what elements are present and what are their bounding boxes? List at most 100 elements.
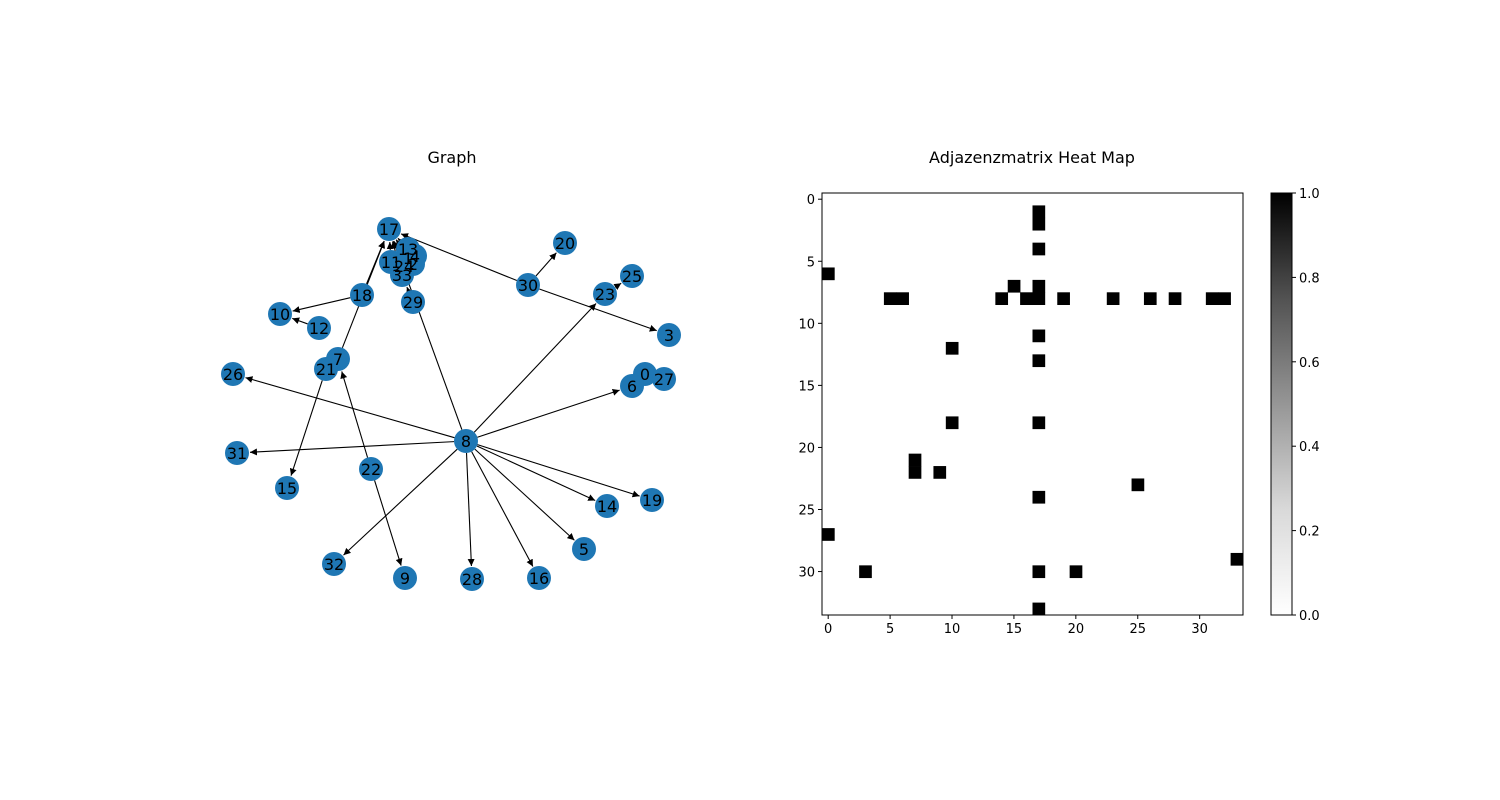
heatmap-cell-29-33 xyxy=(1230,552,1244,566)
graph-edge-22-7 xyxy=(340,371,369,458)
heatmap-cell-23-25 xyxy=(1131,478,1145,492)
graph-node-12 xyxy=(307,316,331,340)
heatmap-cell-1-17 xyxy=(1032,205,1046,219)
graph-edge-13-17 xyxy=(397,238,406,246)
graph-node-label-22: 22 xyxy=(361,460,381,479)
graph-node-33 xyxy=(390,263,414,287)
heatmap-ytick-label-15: 15 xyxy=(798,379,815,394)
graph-edge-8-28 xyxy=(465,452,475,567)
heatmap-cell-8-26 xyxy=(1143,292,1157,306)
graph-node-26 xyxy=(221,362,245,386)
heatmap-cell-33-17 xyxy=(1032,602,1046,616)
graph-edge-8-26 xyxy=(245,376,455,439)
graph-edge-8-19 xyxy=(477,444,640,498)
graph-edge-30-3 xyxy=(539,288,657,332)
graph-node-8 xyxy=(454,429,478,453)
heatmap-ytick-label-0: 0 xyxy=(807,193,815,208)
graph-node-label-0: 0 xyxy=(640,365,650,384)
graph-node-3 xyxy=(657,323,681,347)
graph-node-label-25: 25 xyxy=(622,267,642,286)
graph-node-label-3: 3 xyxy=(664,326,674,345)
heatmap-cell-8-16 xyxy=(1020,292,1033,306)
heatmap-xtick-label-30: 30 xyxy=(1191,622,1208,637)
graph-node-31 xyxy=(225,441,249,465)
graph-node-label-24: 24 xyxy=(394,257,414,276)
heatmap-cell-6-0 xyxy=(822,267,835,281)
graph-node-label-31: 31 xyxy=(227,444,247,463)
graph-node-label-2: 2 xyxy=(408,255,418,274)
heatmap-cells xyxy=(822,205,1244,616)
heatmap-xtick-label-5: 5 xyxy=(886,622,894,637)
heatmap-cell-8-19 xyxy=(1057,292,1070,306)
graph-node-label-23: 23 xyxy=(595,285,615,304)
heatmap-cell-21-7 xyxy=(908,453,922,467)
graph-node-label-18: 18 xyxy=(352,286,372,305)
graph-edge-8-16 xyxy=(471,451,534,567)
graph-nodes: 0123456789101112131415161718192021222324… xyxy=(221,217,681,591)
heatmap-cell-2-17 xyxy=(1032,217,1046,231)
heatmap-cell-12-10 xyxy=(945,341,959,355)
heatmap-cell-22-7 xyxy=(908,466,922,479)
graph-node-18 xyxy=(350,283,374,307)
graph-edge-8-23 xyxy=(473,303,597,433)
graph-node-5 xyxy=(572,537,596,561)
graph-node-28 xyxy=(460,567,484,591)
graph-edge-12-10 xyxy=(292,317,308,325)
graph-node-27 xyxy=(652,367,676,391)
heatmap-ytick-label-25: 25 xyxy=(798,504,815,519)
heatmap-cell-8-28 xyxy=(1168,292,1182,306)
graph-node-label-30: 30 xyxy=(518,276,538,295)
colorbar: 0.0 0.2 0.4 0.6 0.8 1.0 xyxy=(1270,187,1320,624)
graph-node-label-4: 4 xyxy=(410,247,420,266)
heatmap-cell-18-10 xyxy=(945,416,959,430)
graph-edge-8-6 xyxy=(477,388,620,438)
graph-node-label-20: 20 xyxy=(555,234,575,253)
graph-edge-8-14 xyxy=(476,445,596,502)
graph-edge-30-20 xyxy=(535,252,557,277)
heatmap-cell-13-17 xyxy=(1032,354,1046,368)
graph-node-label-21: 21 xyxy=(316,360,336,379)
heatmap-cell-30-20 xyxy=(1069,565,1083,579)
heatmap-cell-7-15 xyxy=(1007,279,1021,293)
graph-node-label-1: 1 xyxy=(403,249,413,268)
graph-edge-8-31 xyxy=(249,441,455,456)
graph-node-label-28: 28 xyxy=(462,570,482,589)
graph-node-label-27: 27 xyxy=(654,370,674,389)
heatmap-ytick-label-5: 5 xyxy=(807,255,815,270)
graph-node-25 xyxy=(620,264,644,288)
graph-node-16 xyxy=(527,566,551,590)
heatmap-xtick-label-15: 15 xyxy=(1006,622,1023,637)
graph-node-label-10: 10 xyxy=(270,305,290,324)
heatmap-cell-8-6 xyxy=(896,292,909,306)
graph-node-label-14: 14 xyxy=(597,497,617,516)
graph-node-10 xyxy=(268,302,292,326)
graph-node-label-8: 8 xyxy=(461,432,471,451)
graph-edge-22-9 xyxy=(374,480,403,566)
heatmap-cell-8-14 xyxy=(995,292,1009,306)
heatmap-cell-22-9 xyxy=(933,466,947,479)
graph-node-label-13: 13 xyxy=(398,240,418,259)
heatmap-cell-8-23 xyxy=(1106,292,1120,306)
heatmap-cell-8-17 xyxy=(1032,292,1046,306)
graph-node-label-32: 32 xyxy=(324,555,344,574)
graph-node-23 xyxy=(593,282,617,306)
heatmap-xtick-label-10: 10 xyxy=(944,622,961,637)
graph-node-30 xyxy=(516,273,540,297)
graph-node-21 xyxy=(314,357,338,381)
heatmap-cell-4-17 xyxy=(1032,242,1046,256)
graph-edge-8-5 xyxy=(474,448,575,541)
heatmap-title: Adjazenzmatrix Heat Map xyxy=(929,148,1135,167)
graph-edges xyxy=(245,233,658,567)
graph-edge-23-25 xyxy=(613,282,622,291)
heatmap-x-axis: 0 5 10 15 20 25 30 xyxy=(824,615,1208,637)
graph-edge-21-15 xyxy=(289,380,323,476)
heatmap-cell-11-17 xyxy=(1032,329,1046,343)
colorbar-gradient xyxy=(1270,192,1293,616)
heatmap-frame xyxy=(821,192,1244,616)
heatmap-background xyxy=(822,193,1243,615)
graph-node-label-11: 11 xyxy=(381,253,401,272)
graph-node-label-33: 33 xyxy=(392,266,412,285)
graph-node-label-19: 19 xyxy=(642,491,662,510)
colorbar-tick-label-0.0: 0.0 xyxy=(1299,609,1320,624)
